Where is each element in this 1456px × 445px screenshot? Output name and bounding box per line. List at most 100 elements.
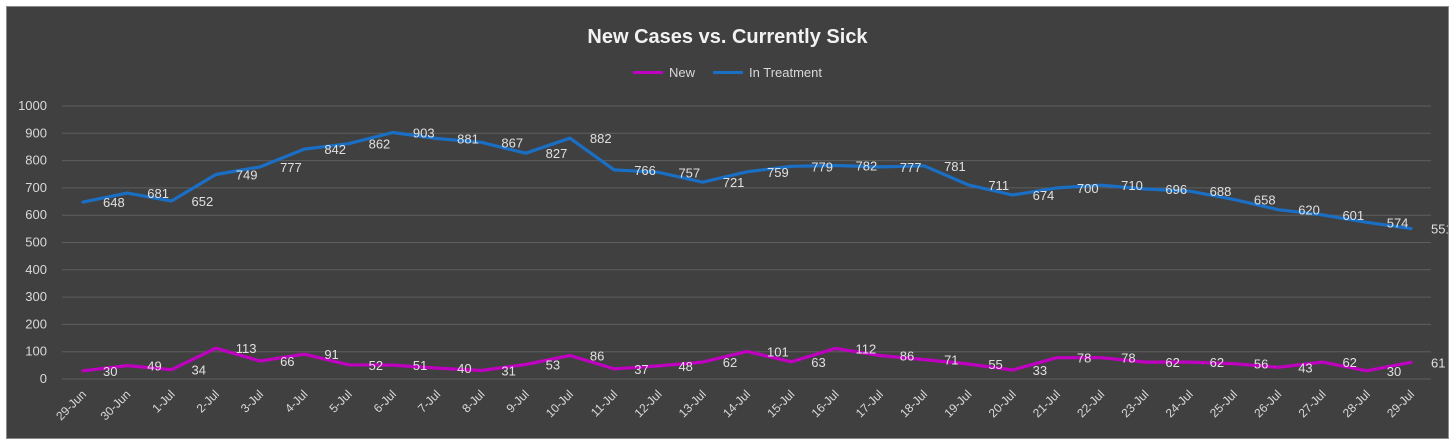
x-tick-label: 11-Jul [588,387,620,419]
legend-item-new: New [633,65,695,80]
data-label: 862 [369,137,391,152]
data-label: 31 [501,364,515,379]
data-label: 842 [324,142,346,157]
data-label: 551 [1431,222,1448,237]
y-tick-label: 800 [25,153,47,168]
data-label: 53 [546,358,560,373]
data-label: 52 [369,358,383,373]
data-label: 882 [590,131,612,146]
legend-label-in-treatment: In Treatment [749,65,822,80]
x-tick-label: 2-Jul [194,387,222,415]
data-label: 777 [280,160,302,175]
data-label: 30 [1387,364,1401,379]
series-line-in-treatment [81,130,1413,231]
data-label: 40 [457,361,471,376]
data-label: 881 [457,131,479,146]
x-tick-label: 10-Jul [543,387,576,420]
x-tick-label: 14-Jul [720,387,753,420]
data-label: 681 [147,186,169,201]
data-label: 688 [1210,184,1232,199]
x-tick-label: 19-Jul [941,387,974,420]
y-tick-label: 200 [25,316,47,331]
series-line-new [81,346,1413,373]
data-label: 34 [192,363,206,378]
y-tick-label: 1000 [18,98,47,113]
x-tick-label: 30-Jun [98,387,134,423]
x-tick-label: 1-Jul [149,387,177,415]
data-label: 700 [1077,181,1099,196]
x-tick-label: 3-Jul [238,387,266,415]
data-label: 696 [1165,182,1187,197]
legend-label-new: New [669,65,696,80]
legend-swatch-in-treatment [713,71,744,74]
data-label: 71 [944,353,958,368]
data-label: 49 [147,359,161,374]
data-label: 62 [723,355,737,370]
data-label: 759 [767,165,789,180]
data-label: 43 [1298,360,1312,375]
data-label: 48 [678,359,692,374]
data-label: 86 [900,349,914,364]
x-tick-label: 27-Jul [1296,387,1329,420]
x-tick-label: 5-Jul [326,387,354,415]
data-label: 721 [723,175,745,190]
x-tick-label: 29-Jun [53,387,89,423]
data-label: 66 [280,354,294,369]
x-tick-label: 15-Jul [764,387,797,420]
y-tick-label: 100 [25,344,47,359]
y-tick-label: 600 [25,207,47,222]
legend-swatch-new [633,71,663,74]
x-tick-label: 7-Jul [415,387,443,415]
data-label: 112 [856,341,877,356]
data-label: 30 [103,364,117,379]
data-label: 648 [103,195,125,210]
legend: New In Treatment [7,65,1448,80]
data-label: 55 [988,357,1002,372]
x-tick-label: 24-Jul [1163,387,1196,420]
data-label: 710 [1121,178,1143,193]
data-label: 711 [988,178,1009,193]
y-tick-label: 500 [25,235,47,250]
data-label: 781 [944,159,966,174]
data-label: 867 [501,135,523,150]
data-label: 61 [1431,355,1445,370]
y-tick-label: 0 [40,371,47,386]
data-label: 574 [1387,215,1409,230]
x-tick-label: 9-Jul [503,387,531,415]
data-label: 757 [678,165,700,180]
x-tick-label: 23-Jul [1119,387,1152,420]
data-label: 601 [1342,208,1364,223]
chart-area[interactable]: New Cases vs. Currently Sick New In Trea… [6,6,1449,439]
data-label: 62 [1165,355,1179,370]
x-tick-label: 6-Jul [371,387,399,415]
y-tick-label: 700 [25,180,47,195]
x-tick-label: 28-Jul [1340,387,1373,420]
data-label: 101 [767,344,789,359]
data-label: 86 [590,349,604,364]
y-tick-label: 400 [25,262,47,277]
x-tick-label: 29-Jul [1384,387,1417,420]
data-label: 827 [546,146,568,161]
data-label: 51 [413,358,427,373]
data-label: 78 [1077,351,1091,366]
data-label: 56 [1254,357,1268,372]
y-tick-label: 300 [25,289,47,304]
chart-title: New Cases vs. Currently Sick [587,26,868,48]
data-label: 37 [634,362,648,377]
data-label: 903 [413,125,435,140]
x-tick-label: 25-Jul [1207,387,1240,420]
data-label: 658 [1254,192,1276,207]
legend-item-in-treatment: In Treatment [713,65,822,80]
x-tick-label: 17-Jul [853,387,886,420]
data-label: 620 [1298,203,1320,218]
data-label: 113 [236,341,257,356]
data-label: 766 [634,163,656,178]
data-label: 33 [1033,363,1047,378]
data-label: 777 [900,160,922,175]
x-tick-label: 20-Jul [986,387,1019,420]
data-label: 782 [856,159,878,174]
x-tick-label: 8-Jul [459,387,487,415]
x-tick-label: 22-Jul [1074,387,1107,420]
x-tick-label: 16-Jul [809,387,842,420]
